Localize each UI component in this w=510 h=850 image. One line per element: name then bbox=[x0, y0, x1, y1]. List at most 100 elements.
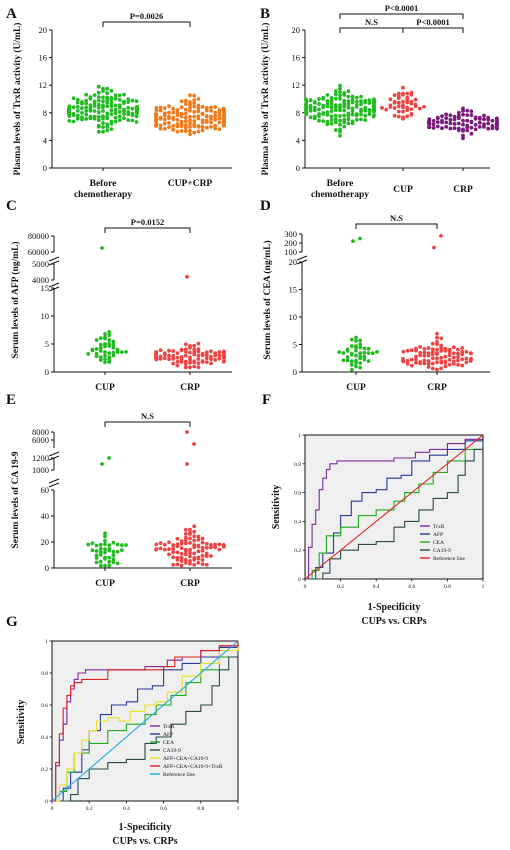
data-point bbox=[96, 84, 101, 89]
data-point bbox=[342, 108, 347, 113]
data-point bbox=[113, 115, 118, 120]
data-point bbox=[495, 126, 499, 131]
data-point bbox=[439, 366, 444, 371]
data-point bbox=[349, 359, 354, 364]
data-point bbox=[196, 97, 201, 101]
data-point bbox=[213, 114, 218, 119]
data-point bbox=[101, 114, 105, 119]
data-point bbox=[204, 554, 209, 558]
data-point bbox=[338, 96, 342, 101]
data-point bbox=[183, 535, 188, 540]
data-point bbox=[495, 119, 499, 124]
data-point bbox=[396, 104, 401, 109]
data-point bbox=[312, 105, 317, 110]
data-point bbox=[167, 353, 171, 358]
data-point bbox=[122, 116, 126, 121]
data-point bbox=[473, 115, 478, 120]
y-tick-label: 10 bbox=[289, 312, 298, 322]
data-point bbox=[448, 113, 453, 118]
data-point bbox=[134, 114, 139, 119]
data-point bbox=[451, 355, 456, 360]
axis-break-mark bbox=[48, 451, 60, 457]
significance-bracket bbox=[102, 21, 191, 27]
data-point bbox=[342, 91, 347, 95]
panel-a: A 0 4 8 12 16 20 Plasma levels of TrxR activity… bbox=[6, 6, 232, 200]
data-point bbox=[338, 86, 342, 91]
data-point bbox=[188, 541, 192, 545]
data-point bbox=[196, 116, 201, 121]
data-point bbox=[435, 120, 440, 124]
data-point bbox=[426, 359, 431, 363]
data-point bbox=[200, 360, 205, 364]
data-point bbox=[171, 110, 176, 115]
data-point bbox=[342, 98, 347, 103]
data-point bbox=[179, 539, 184, 544]
chart-subtitle: CUPs vs. CRPs bbox=[361, 616, 426, 627]
data-point bbox=[346, 94, 351, 99]
data-point bbox=[183, 98, 188, 103]
data-point bbox=[345, 347, 350, 352]
data-point bbox=[217, 116, 222, 121]
data-point bbox=[363, 118, 368, 122]
data-point bbox=[444, 112, 449, 117]
data-point bbox=[115, 347, 120, 352]
data-point bbox=[183, 115, 188, 120]
data-point bbox=[98, 358, 103, 362]
data-point bbox=[113, 96, 118, 101]
data-point bbox=[196, 347, 201, 352]
data-point bbox=[304, 97, 308, 102]
data-point bbox=[103, 547, 107, 552]
p-value-label: N.S bbox=[390, 213, 403, 223]
data-point bbox=[119, 350, 124, 354]
data-point bbox=[354, 95, 359, 100]
data-point bbox=[338, 90, 342, 95]
roc-curve bbox=[52, 641, 239, 802]
data-point bbox=[196, 560, 201, 565]
data-point bbox=[188, 561, 192, 566]
data-point bbox=[167, 357, 171, 362]
x-tick-label: 1 bbox=[237, 806, 240, 812]
data-point bbox=[122, 92, 126, 97]
data-point bbox=[333, 105, 338, 109]
panel-label: B bbox=[260, 6, 270, 22]
data-point bbox=[333, 128, 338, 132]
data-point bbox=[80, 106, 84, 111]
axis-break-mark bbox=[48, 482, 60, 488]
data-point bbox=[413, 97, 418, 102]
y-tick-label: 20 bbox=[41, 537, 50, 547]
data-point bbox=[94, 354, 99, 359]
data-point bbox=[345, 355, 350, 359]
data-point bbox=[101, 109, 105, 113]
data-point bbox=[456, 116, 461, 121]
data-point bbox=[113, 107, 118, 112]
axis-break-mark bbox=[48, 478, 60, 484]
data-point bbox=[431, 119, 436, 123]
data-point bbox=[107, 342, 112, 346]
data-point bbox=[469, 356, 473, 361]
data-point bbox=[354, 364, 358, 369]
data-point bbox=[183, 342, 188, 347]
data-point bbox=[88, 95, 93, 100]
y-axis-label: Plasma levels of TrxR activity (U/mL) bbox=[260, 23, 271, 176]
data-point bbox=[98, 552, 103, 557]
data-point bbox=[200, 105, 205, 109]
data-point bbox=[196, 537, 201, 542]
significance-bracket bbox=[339, 27, 404, 33]
data-point bbox=[435, 340, 439, 344]
data-point bbox=[98, 546, 103, 551]
y-tick-label: 6000 bbox=[32, 435, 49, 445]
data-point bbox=[350, 112, 355, 117]
y-axis-label: Plasma levels of TrxR activity (U/mL) bbox=[12, 23, 23, 176]
data-point bbox=[188, 114, 192, 119]
data-point bbox=[192, 538, 197, 543]
data-point bbox=[179, 347, 184, 352]
data-point bbox=[111, 350, 116, 355]
data-point bbox=[435, 367, 439, 372]
data-point bbox=[96, 95, 101, 99]
data-point bbox=[185, 274, 189, 279]
y-tick-label: 1 bbox=[45, 639, 48, 645]
data-point bbox=[414, 354, 418, 359]
data-point bbox=[367, 112, 372, 116]
data-point bbox=[175, 550, 180, 555]
